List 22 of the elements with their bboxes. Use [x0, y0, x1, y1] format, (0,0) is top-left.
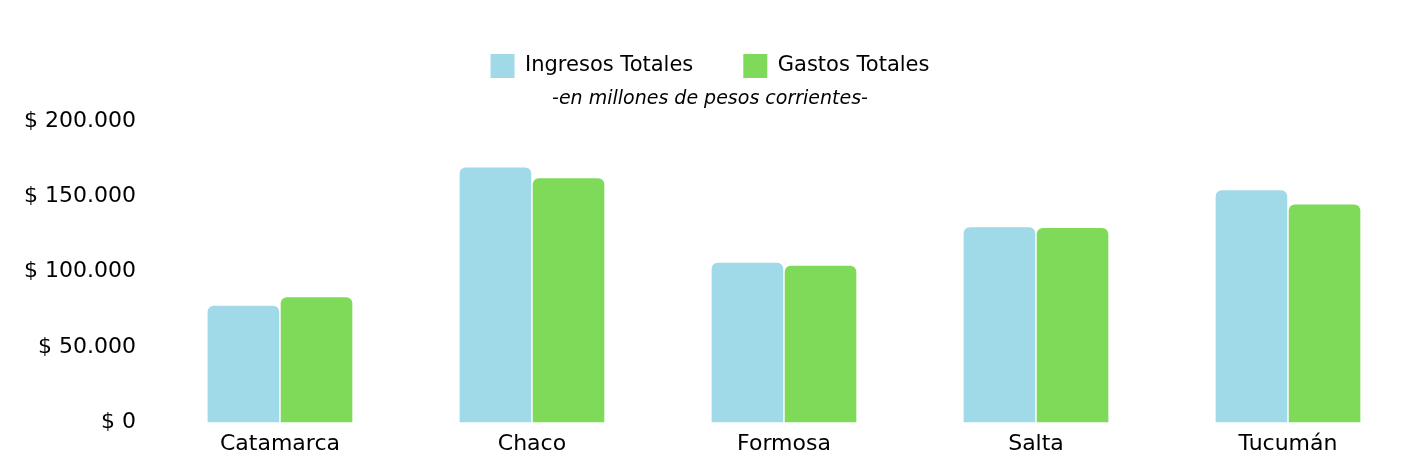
x-tick-label: Salta	[1008, 429, 1064, 455]
y-tick-label: $ 150.000	[24, 181, 136, 207]
y-tick-label: $ 100.000	[24, 257, 136, 283]
bar	[963, 227, 1036, 423]
bar	[711, 262, 784, 423]
legend-label: Ingresos Totales	[525, 52, 694, 77]
bar	[1288, 204, 1361, 423]
bar	[280, 297, 353, 423]
bar	[1215, 190, 1288, 423]
bar	[532, 178, 605, 423]
y-tick-label: $ 50.000	[38, 332, 136, 358]
bar	[207, 305, 280, 423]
legend-label: Gastos Totales	[777, 52, 930, 77]
x-tick-label: Chaco	[497, 429, 567, 455]
x-tick-label: Catamarca	[219, 429, 340, 455]
x-tick-label: Tucumán	[1237, 429, 1338, 455]
y-tick-label: $ 0	[100, 408, 136, 434]
chart-subtitle: -en millones de pesos corrientes-	[552, 86, 869, 109]
bar	[459, 167, 532, 423]
y-tick-label: $ 200.000	[24, 106, 136, 132]
x-tick-label: Formosa	[737, 429, 831, 455]
bar	[1036, 227, 1109, 423]
